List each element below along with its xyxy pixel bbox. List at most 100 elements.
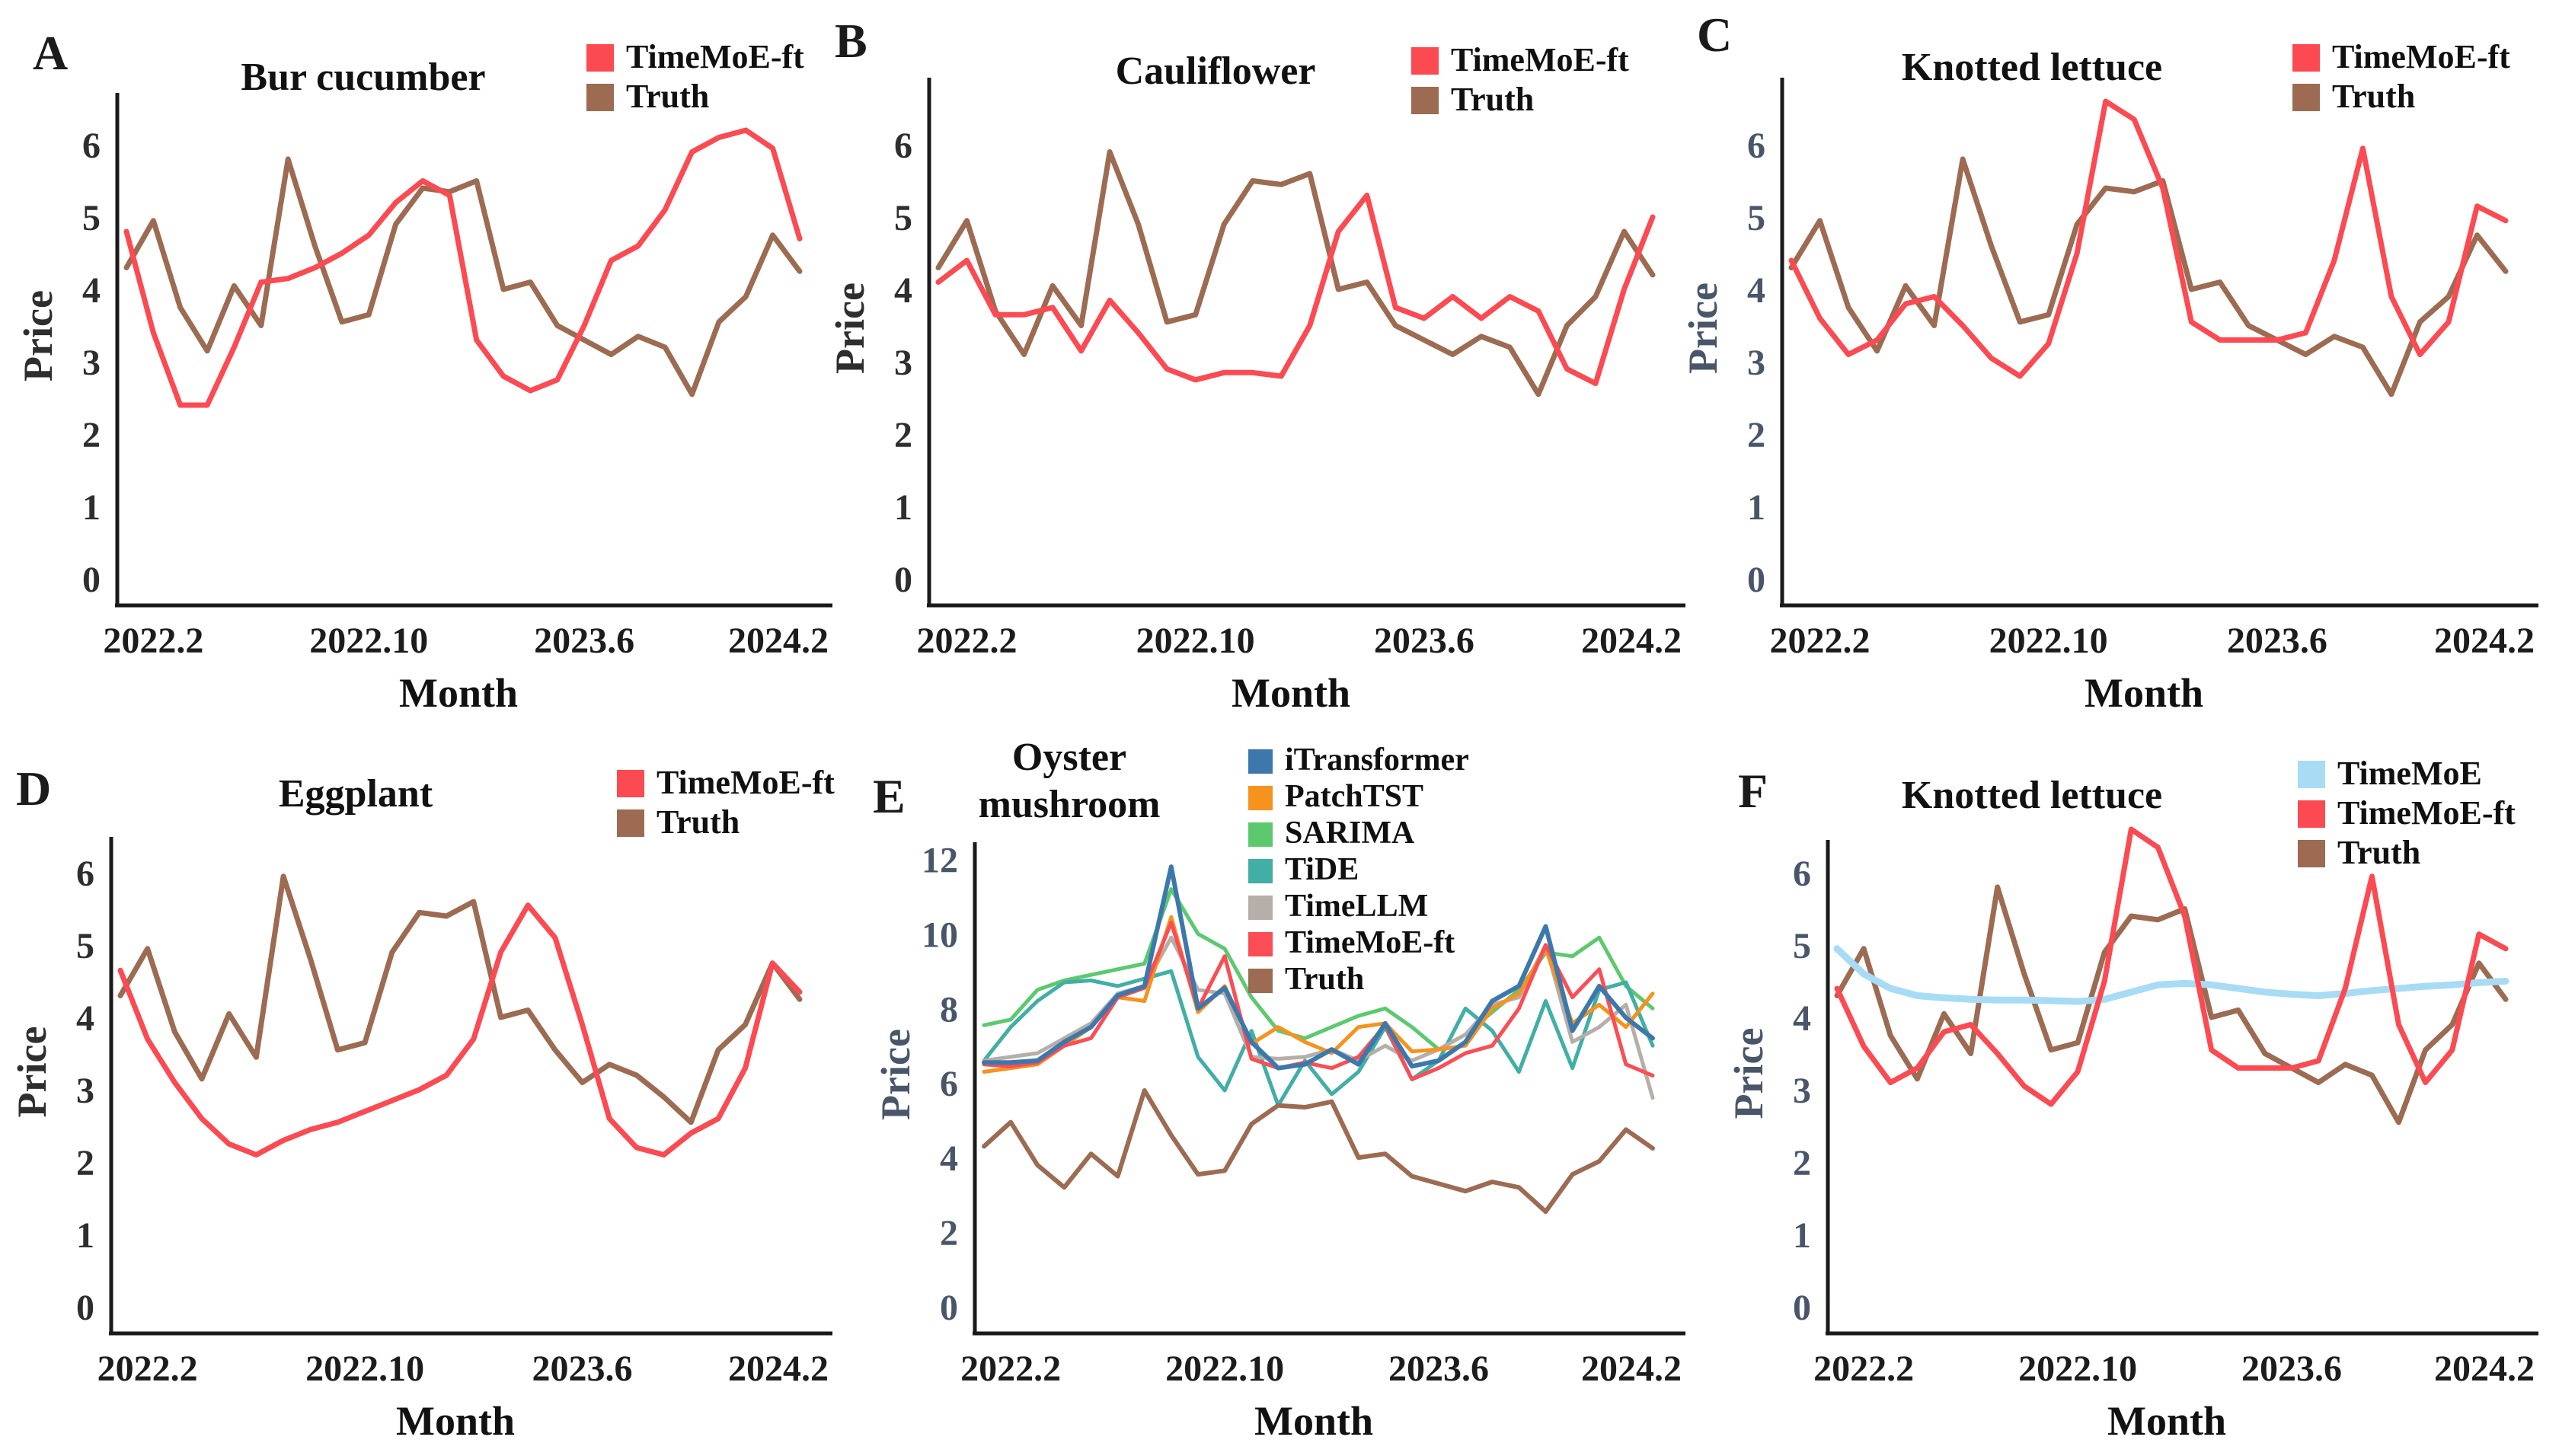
legend-swatch-Truth: [1411, 87, 1439, 114]
legend-label-Truth: Truth: [1285, 962, 1364, 997]
legend-label-PatchTST: PatchTST: [1285, 779, 1423, 814]
series-line-TiDE: [982, 969, 1655, 1108]
y-tick-label: 4: [1747, 270, 1765, 311]
legend-label-Truth: Truth: [1451, 81, 1534, 118]
y-tick-label: 10: [922, 915, 958, 955]
chart-C: 0 1 2 3 4 5 6 2022.2 2022.10 2023.6 2024.2 Price Mon…: [1680, 38, 2538, 716]
legend-swatch-TimeMoE: [2298, 761, 2325, 788]
x-tick-label: 2022.2: [1770, 621, 1871, 661]
x-tick-label: 2024.2: [2434, 621, 2535, 661]
x-tick-label: 2023.6: [1374, 621, 1474, 661]
legend-label-TimeMoE: TimeMoE: [2337, 755, 2482, 792]
legend-label-Truth: Truth: [2332, 78, 2415, 115]
y-tick-label: 3: [82, 343, 101, 383]
y-tick-label: 2: [76, 1143, 94, 1183]
series-line-TimeMoE-ft: [935, 193, 1656, 386]
legend-label-TimeMoE-ft: TimeMoE-ft: [2337, 794, 2516, 832]
x-tick-label: 2023.6: [532, 1349, 633, 1389]
series-line-TimeMoE-ft: [1788, 98, 2509, 379]
panel-D: D 0 1 2 3 4 5 6 2022.2 2022.10 2023.6 2024.2 Price M…: [0, 728, 853, 1456]
legend-swatch-TimeMoE-ft: [1248, 932, 1273, 956]
y-tick-label: 6: [76, 854, 94, 894]
y-axis-label: Price: [827, 283, 873, 374]
y-tick-label: 4: [940, 1138, 958, 1179]
series-line-Truth: [982, 1088, 1655, 1215]
legend-swatch-Truth: [586, 84, 614, 111]
x-axis-label: Month: [2085, 670, 2203, 716]
legend-swatch-TimeMoE-ft: [2292, 44, 2320, 72]
legend-label-iTransformer: iTransformer: [1285, 742, 1469, 777]
y-tick-label: 5: [1747, 198, 1765, 238]
legend-label-Truth: Truth: [657, 803, 740, 841]
x-tick-label: 2022.10: [309, 621, 428, 661]
y-tick-label: 0: [1747, 560, 1765, 600]
y-tick-label: 6: [940, 1064, 958, 1104]
chart-E: 0 2 4 6 8 10 12 2022.2 2022.10 2023.6 2024.2 Price M…: [873, 736, 1685, 1444]
panel-letter-E: E: [873, 769, 906, 823]
panel-C: C 0 1 2 3 4 5 6 2022.2 2022.10 2023.6 2024.2 Price M…: [1680, 0, 2559, 728]
legend-swatch-TimeMoE-ft: [586, 44, 614, 72]
y-tick-label: 1: [894, 487, 912, 528]
x-tick-label: 2022.10: [1165, 1349, 1284, 1389]
y-tick-label: 1: [82, 487, 101, 528]
x-tick-label: 2024.2: [1581, 1349, 1682, 1389]
y-tick-label: 5: [76, 926, 94, 966]
legend-label-TimeMoE-ft: TimeMoE-ft: [2332, 38, 2510, 75]
y-tick-label: 1: [1747, 487, 1765, 528]
y-tick-label: 3: [894, 343, 912, 383]
x-tick-label: 2022.2: [917, 621, 1018, 661]
y-axis-label: Price: [873, 1029, 918, 1120]
chart-F: 0 1 2 3 4 5 6 2022.2 2022.10 2023.6 2024.2 Price Mon…: [1726, 755, 2538, 1444]
y-tick-label: 1: [1793, 1215, 1811, 1256]
y-tick-label: 2: [940, 1213, 958, 1253]
legend-label-TimeMoE-ft: TimeMoE-ft: [1285, 925, 1455, 960]
y-axis-label: Price: [1726, 1028, 1771, 1119]
legend-swatch-TiDE: [1248, 859, 1273, 883]
x-axis-label: Month: [1232, 670, 1350, 716]
y-tick-label: 3: [1793, 1071, 1811, 1111]
legend-label-TimeMoE-ft: TimeMoE-ft: [657, 764, 835, 801]
x-tick-label: 2022.10: [305, 1349, 424, 1389]
y-tick-label: 6: [1793, 854, 1811, 894]
legend-swatch-TimeMoE-ft: [1411, 47, 1439, 75]
y-tick-label: 2: [1793, 1143, 1811, 1183]
series-line-TimeMoE-ft: [117, 902, 803, 1157]
legend-swatch-TimeLLM: [1248, 896, 1273, 920]
chart-title: Bur cucumber: [241, 56, 485, 99]
y-tick-label: 2: [82, 415, 101, 455]
series-line-iTransformer: [982, 864, 1655, 1071]
series-line-Truth: [935, 149, 1656, 398]
chart-B: 0 1 2 3 4 5 6 2022.2 2022.10 2023.6 2024.2 Price Mon…: [827, 41, 1685, 716]
panel-E: E 0 2 4 6 8 10 12 2022.2 2022.10 2023.6 2024.2 Pric…: [853, 728, 1706, 1456]
y-tick-label: 1: [76, 1215, 94, 1256]
x-tick-label: 2024.2: [2434, 1349, 2535, 1389]
panel-letter-D: D: [16, 762, 52, 816]
y-tick-label: 0: [76, 1288, 94, 1328]
x-tick-label: 2022.2: [97, 1349, 198, 1389]
x-tick-label: 2024.2: [1581, 621, 1682, 661]
x-tick-label: 2023.6: [534, 621, 634, 661]
legend-label-TimeLLM: TimeLLM: [1285, 889, 1428, 924]
y-tick-label: 2: [1747, 415, 1765, 455]
x-axis-label: Month: [1254, 1398, 1373, 1444]
y-tick-label: 0: [1793, 1288, 1811, 1328]
legend-label-TiDE: TiDE: [1285, 852, 1359, 887]
chart-title: Knotted lettuce: [1902, 46, 2162, 89]
y-tick-label: 6: [82, 126, 101, 166]
legend-label-Truth: Truth: [2337, 834, 2420, 871]
y-axis-label: Price: [15, 290, 61, 382]
panel-letter-C: C: [1697, 8, 1733, 62]
y-axis-label: Price: [9, 1027, 55, 1118]
x-tick-label: 2023.6: [1388, 1349, 1489, 1389]
legend-swatch-PatchTST: [1248, 786, 1273, 810]
legend-label-TimeMoE-ft: TimeMoE-ft: [626, 38, 804, 75]
panel-F: F 0 1 2 3 4 5 6 2022.2 2022.10 2023.6 2024.2 Price M…: [1706, 728, 2559, 1456]
legend-swatch-Truth: [617, 809, 644, 837]
y-tick-label: 2: [894, 415, 912, 455]
legend-swatch-iTransformer: [1248, 749, 1273, 774]
x-tick-label: 2022.2: [1813, 1349, 1914, 1389]
x-tick-label: 2022.2: [103, 621, 203, 661]
x-tick-label: 2023.6: [2241, 1349, 2342, 1389]
y-tick-label: 3: [1747, 343, 1765, 383]
